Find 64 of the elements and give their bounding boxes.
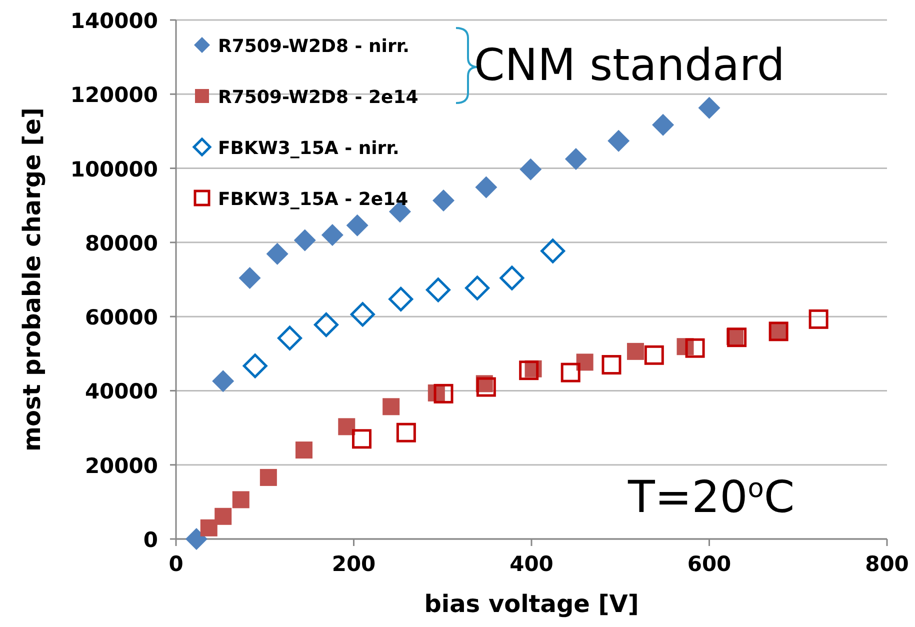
point — [294, 229, 316, 252]
point — [426, 278, 450, 302]
point — [644, 345, 664, 365]
y-tick-label: 120000 — [70, 83, 158, 108]
point — [685, 338, 705, 358]
y-tick-label: 60000 — [84, 306, 158, 330]
legend-label: FBKW3_15A - nirr. — [218, 138, 400, 159]
point — [266, 242, 288, 265]
x-axis-title: bias voltage [V] — [424, 590, 639, 618]
point — [346, 214, 368, 236]
point — [295, 442, 312, 459]
point — [727, 328, 747, 348]
y-tick-label: 80000 — [84, 231, 158, 256]
point — [576, 354, 594, 371]
y-axis-title: most probable charge [e] — [18, 108, 46, 452]
point — [396, 422, 416, 442]
point — [350, 302, 375, 327]
x-tick-label: 800 — [865, 552, 909, 576]
point — [476, 377, 496, 397]
point — [242, 354, 268, 378]
point — [212, 370, 234, 392]
point — [278, 326, 302, 350]
x-tick-label: 200 — [332, 552, 376, 576]
point — [338, 418, 356, 436]
point — [185, 528, 208, 550]
point — [500, 266, 524, 290]
y-tick-label: 20000 — [84, 454, 158, 478]
point — [475, 176, 498, 198]
point — [352, 429, 372, 449]
legend-label: FBKW3_15A - 2e14 — [218, 189, 408, 210]
point — [388, 286, 414, 312]
point — [564, 148, 587, 170]
point — [314, 312, 338, 337]
point — [519, 360, 539, 380]
point — [698, 96, 720, 119]
x-tick-label: 0 — [168, 552, 184, 576]
point — [652, 114, 674, 136]
point — [808, 309, 828, 329]
point — [560, 362, 580, 382]
point — [232, 491, 250, 508]
point — [200, 519, 218, 536]
legend-label: R7509-W2D8 - 2e14 — [218, 87, 418, 108]
point — [602, 355, 622, 375]
point — [260, 468, 277, 486]
point — [520, 158, 542, 180]
point — [608, 130, 630, 152]
y-tick-label: 40000 — [84, 380, 158, 404]
point — [434, 384, 454, 404]
y-tick-label: 0 — [143, 528, 158, 552]
point — [321, 224, 344, 246]
point — [238, 267, 261, 290]
point — [465, 276, 490, 300]
point — [214, 508, 232, 525]
point — [432, 190, 455, 212]
x-tick-label: 600 — [687, 552, 732, 576]
x-tick-label: 400 — [510, 552, 554, 576]
point — [540, 238, 566, 264]
y-tick-label: 140000 — [70, 9, 158, 33]
point — [382, 398, 400, 416]
point — [626, 342, 644, 360]
annotation: CNM standard — [474, 40, 785, 91]
annotation: T=20$^{o}$C — [627, 472, 795, 523]
legend-label: R7509-W2D8 - nirr. — [218, 36, 410, 57]
y-tick-label: 100000 — [70, 157, 158, 182]
